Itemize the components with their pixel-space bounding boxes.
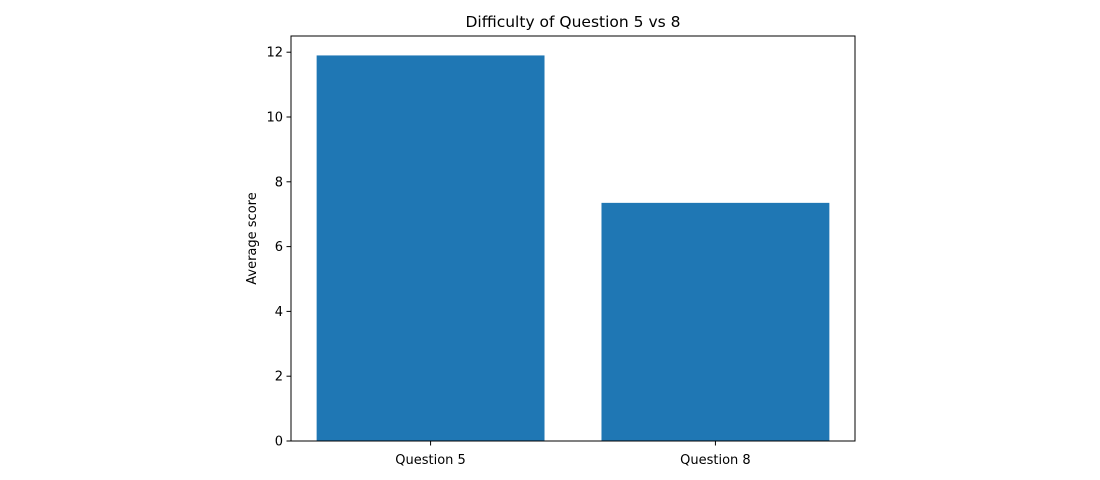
y-tick-label: 0	[275, 435, 283, 450]
x-tick-label: Question 5	[395, 453, 466, 468]
y-tick-label: 4	[275, 305, 283, 320]
bars-group	[316, 55, 830, 441]
bar-question-8	[601, 202, 830, 441]
y-tick-label: 12	[266, 46, 283, 61]
y-axis-ticks: 0 2 4 6 8 10 12	[266, 46, 291, 450]
y-tick-label: 10	[266, 111, 283, 126]
y-tick-label: 2	[275, 370, 283, 385]
x-tick-label: Question 8	[680, 453, 751, 468]
bar-question-5	[316, 55, 545, 441]
y-tick-label: 6	[275, 240, 283, 255]
plot-frame	[290, 35, 856, 442]
chart-title: Difficulty of Question 5 vs 8	[465, 13, 680, 31]
y-tick-label: 8	[275, 175, 283, 190]
y-axis-label: Average score	[245, 192, 260, 284]
x-axis-ticks: Question 5 Question 8	[395, 441, 751, 468]
